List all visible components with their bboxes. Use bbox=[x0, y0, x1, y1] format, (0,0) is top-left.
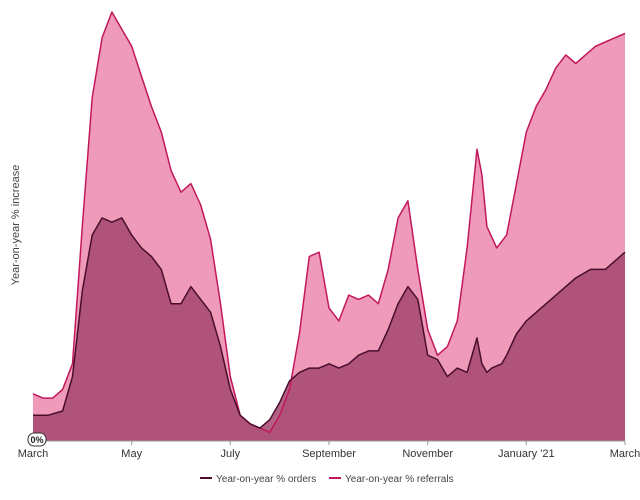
legend-label: Year-on-year % referrals bbox=[345, 474, 454, 485]
series-lines bbox=[32, 11, 626, 434]
referrals-line bbox=[32, 11, 626, 434]
zero-label: 0% bbox=[30, 435, 43, 445]
legend-label: Year-on-year % orders bbox=[216, 474, 316, 485]
orders-area bbox=[33, 217, 625, 441]
series-areas bbox=[33, 12, 625, 441]
zero-badge: 0% bbox=[27, 432, 47, 447]
x-tick-label: September bbox=[302, 448, 356, 460]
x-tick-label: November bbox=[402, 448, 453, 460]
legend: Year-on-year % orders Year-on-year % refe… bbox=[200, 474, 454, 485]
y-axis-title: Year-on-year % increase bbox=[10, 165, 22, 286]
x-tick-label: May bbox=[121, 448, 142, 460]
x-tick-label: March bbox=[18, 448, 49, 460]
zero-badge-outline bbox=[27, 432, 47, 447]
legend-item-orders: Year-on-year % orders bbox=[200, 474, 316, 485]
orders-line bbox=[33, 217, 626, 429]
x-tick-label: March bbox=[610, 448, 640, 460]
x-axis-ticks: March May July September November January '21… bbox=[18, 441, 640, 460]
x-tick-label: January '21 bbox=[498, 448, 555, 460]
legend-item-referrals: Year-on-year % referrals bbox=[329, 474, 454, 485]
x-tick-label: July bbox=[221, 448, 241, 460]
